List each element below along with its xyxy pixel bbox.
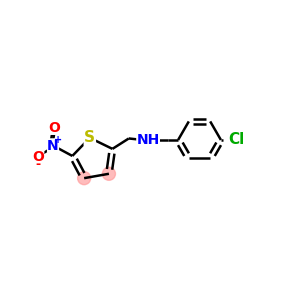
Text: S: S [84,130,95,145]
Text: NH: NH [136,133,160,147]
Text: -: - [35,158,40,171]
Text: +: + [54,136,62,146]
Text: N: N [47,139,59,152]
Text: Cl: Cl [228,133,244,148]
Text: O: O [49,121,60,135]
Circle shape [102,167,116,180]
Circle shape [78,172,91,185]
Text: O: O [32,150,44,164]
